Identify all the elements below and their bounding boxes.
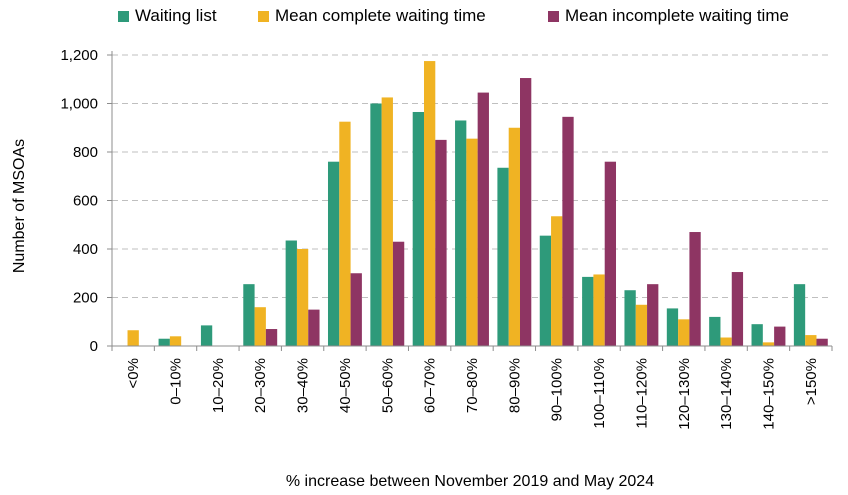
bar-waiting-list [285,240,297,346]
bar-mean-complete [805,335,817,346]
bar-mean-complete [423,61,436,346]
y-tick-label: 1,000 [60,96,98,113]
bar-waiting-list [666,308,679,346]
bar-waiting-list [793,284,806,346]
bar-mean-complete [508,127,521,346]
y-axis-title: Number of MSOAs [11,139,28,273]
bar-mean-complete [466,138,478,346]
bar-mean-incomplete [308,309,320,346]
legend-item-mean-incomplete: Mean incomplete waiting time [548,6,789,26]
x-axis-title: % increase between November 2019 and May… [286,473,654,490]
bar-mean-complete [593,274,605,346]
x-tick-label: 10–20% [210,358,227,413]
tick-labels: 0 200 400 600 800 1,000 1,200 <0% 0–10% 10–20% 20–… [60,47,819,430]
bar-mean-incomplete [816,338,828,346]
legend-item-mean-complete: Mean complete waiting time [258,6,486,26]
bar-mean-complete [762,342,775,346]
legend-swatch-mean-incomplete [548,10,559,22]
x-tick-label: 110–120% [633,358,650,429]
bar-waiting-list [582,276,594,346]
bar-mean-complete [296,249,309,346]
bar-mean-complete [551,216,563,346]
legend-label-waiting-list: Waiting list [135,6,217,25]
bar-mean-complete [254,307,266,346]
bar-mean-complete [381,97,393,346]
x-tick-label: 60–70% [422,358,439,413]
bar-mean-incomplete [520,78,532,346]
bar-mean-complete [339,121,351,346]
bar-waiting-list [751,324,763,346]
bar-waiting-list [370,103,382,346]
x-tick-label: 0–10% [168,358,185,405]
legend-swatch-mean-complete [258,10,269,22]
bar-waiting-list [497,167,509,346]
bar-mean-incomplete [562,116,574,347]
bar-waiting-list [539,235,552,346]
bar-mean-incomplete [689,232,701,346]
bar-mean-incomplete [774,326,786,346]
x-tick-label: 100–110% [591,358,608,429]
bar-mean-incomplete [604,161,617,346]
legend-swatch-waiting-list [118,10,129,22]
bar-waiting-list [158,338,170,346]
y-tick-label: 0 [90,338,98,355]
x-tick-label: <0% [125,358,142,388]
x-tick-label: 130–140% [718,358,735,430]
y-tick-label: 200 [73,290,98,307]
legend-item-waiting-list: Waiting list [118,6,217,26]
bar-mean-incomplete [350,273,362,346]
bar-mean-incomplete [647,284,659,346]
x-tick-label: 50–60% [379,358,396,413]
bar-mean-incomplete [435,139,447,346]
bar-mean-complete [635,304,648,346]
y-tick-label: 400 [73,241,98,258]
axes [107,51,833,351]
y-tick-label: 1,200 [60,47,98,64]
x-tick-label: 140–150% [760,358,777,430]
x-tick-label: 70–80% [464,358,481,413]
bar-mean-incomplete [392,241,405,346]
legend-label-mean-complete: Mean complete waiting time [275,6,486,25]
x-tick-label: 40–50% [337,358,354,413]
x-tick-label: >150% [803,358,820,405]
bar-mean-complete [169,336,182,346]
bar-waiting-list [200,325,213,346]
bar-waiting-list [243,284,255,346]
bar-mean-complete [127,330,139,346]
bar-waiting-list [455,120,467,346]
bar-waiting-list [624,290,636,346]
x-tick-label: 120–130% [676,358,693,430]
bar-waiting-list [412,111,424,346]
bar-waiting-list [709,316,721,346]
bar-mean-complete [720,337,732,346]
y-tick-label: 800 [73,144,98,161]
x-tick-label: 80–90% [506,358,523,413]
bar-mean-incomplete [265,329,278,346]
x-tick-label: 90–100% [549,358,566,421]
bar-mean-incomplete [477,92,489,347]
bars [127,61,828,347]
y-tick-label: 600 [73,193,98,210]
legend: Waiting list Mean complete waiting time … [0,6,848,28]
x-tick-label: 30–40% [295,358,312,413]
legend-label-mean-incomplete: Mean incomplete waiting time [565,6,789,25]
x-tick-label: 20–30% [252,358,269,413]
bar-mean-complete [678,319,690,346]
bar-waiting-list [327,161,340,346]
bar-mean-incomplete [731,272,744,346]
